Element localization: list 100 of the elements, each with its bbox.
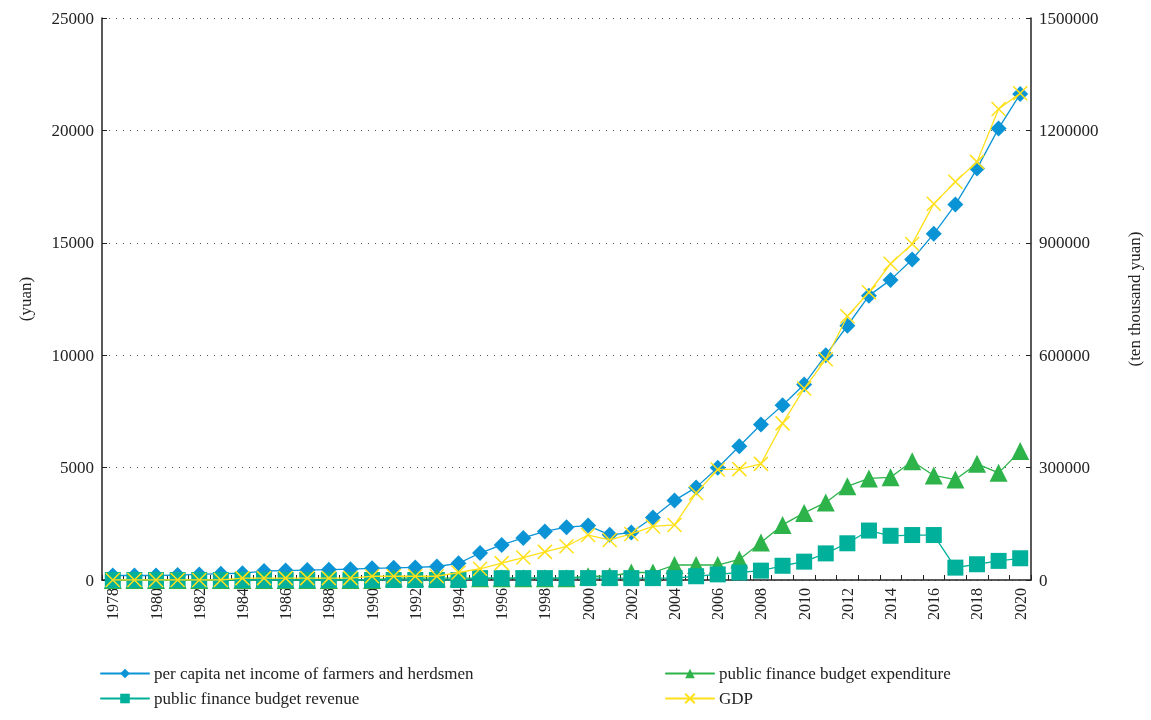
point [881,468,900,487]
point [903,452,922,471]
point [429,568,445,584]
point [859,469,878,488]
point [752,416,769,433]
point [774,397,791,414]
x-tick-label: 1982 [190,588,208,620]
y2-tick-label: 600000 [1039,345,1090,365]
point [796,380,812,397]
point [796,553,813,570]
point [882,271,899,288]
point [666,570,683,587]
y-tick-label: 25000 [51,8,94,28]
y2-axis-title: (ten thousand yuan) [1125,231,1144,367]
x-tick-label: 1986 [277,588,295,620]
y2-tick-label: 0 [1039,570,1048,590]
x-tick-label: 1978 [104,588,122,620]
x-tick-label: 2020 [1011,588,1029,620]
point [515,549,532,566]
point [536,523,553,540]
x-tick-label: 1980 [147,588,165,620]
point [688,485,704,501]
point [666,517,683,533]
point [839,308,856,324]
x-tick-label: 2014 [882,588,900,620]
y2-tick-label: 900000 [1039,233,1090,253]
point [472,561,488,577]
point [731,461,748,477]
point [946,470,965,489]
point [924,466,943,485]
y-tick-label: 15000 [51,233,94,253]
point [860,522,877,539]
x-tick-label: 2012 [838,588,856,620]
point [450,555,467,572]
point [967,454,986,473]
point [904,236,920,252]
y2-tick-label: 300000 [1039,458,1090,478]
point [947,559,964,576]
point [926,196,942,212]
point [925,527,942,544]
point [751,533,770,552]
x-tick-label: 2004 [666,588,684,620]
point [601,532,618,548]
point [990,552,1007,569]
point [818,351,834,368]
point [731,564,748,581]
y-tick-label: 0 [85,570,94,590]
point [947,196,964,213]
point [558,538,575,555]
point [688,568,705,585]
point [385,568,402,584]
point [904,527,921,544]
point [838,477,857,496]
point [644,509,661,526]
point [839,535,856,552]
x-tick-label: 1996 [493,588,511,620]
legend-label: public finance budget expenditure [719,664,951,683]
x-tick-label: 1984 [233,588,251,620]
y-tick-label: 5000 [60,458,94,478]
point [666,492,683,509]
y-axis-title: (yuan) [16,276,35,322]
point [882,256,899,272]
x-tick-label: 2006 [709,588,727,620]
point [731,438,748,455]
point [450,564,467,581]
legend-label: public finance budget revenue [154,689,360,708]
x-tick-label: 1990 [363,588,381,620]
point [990,120,1007,137]
point [968,556,985,573]
y2-tick-label: 1500000 [1039,8,1099,28]
legend-label: per capita net income of farmers and herdsmen [154,664,475,683]
point [969,154,985,170]
x-tick-label: 2008 [752,588,770,620]
point [623,570,640,587]
point [989,463,1008,482]
point [990,101,1007,117]
point [364,568,380,584]
point [904,251,921,268]
point [493,555,510,571]
x-tick-label: 2000 [579,588,597,620]
point [472,545,489,562]
point [774,415,791,432]
y-tick-label: 20000 [51,120,94,140]
point [1011,442,1030,461]
point [580,517,597,534]
point [752,562,769,579]
point [816,493,835,512]
point [795,503,814,522]
point [817,545,834,562]
x-tick-label: 1998 [536,588,554,620]
x-tick-label: 1994 [449,588,467,620]
point [644,570,661,587]
point [1012,550,1029,567]
x-tick-label: 2018 [968,588,986,620]
point [773,515,792,534]
point [645,518,661,535]
x-tick-label: 2010 [795,588,813,620]
point [515,529,532,546]
point [925,225,942,242]
x-tick-label: 1988 [320,588,338,620]
